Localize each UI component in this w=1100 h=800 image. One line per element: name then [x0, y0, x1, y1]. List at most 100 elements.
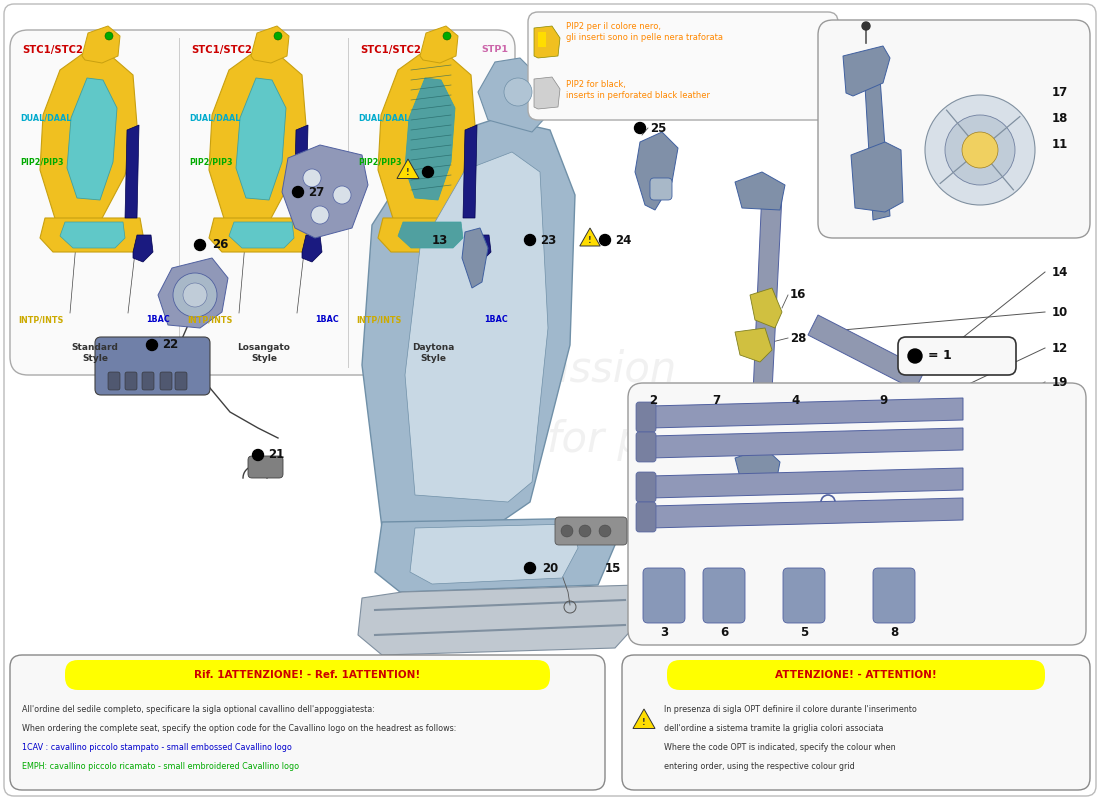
- Text: 2: 2: [649, 394, 657, 407]
- Text: All'ordine del sedile completo, specificare la sigla optional cavallino dell'app: All'ordine del sedile completo, specific…: [22, 705, 375, 714]
- Polygon shape: [650, 398, 962, 428]
- Text: entering order, using the respective colour grid: entering order, using the respective col…: [664, 762, 855, 771]
- Text: = 1: = 1: [928, 350, 952, 362]
- Polygon shape: [410, 524, 578, 584]
- Circle shape: [600, 525, 610, 537]
- FancyBboxPatch shape: [125, 372, 138, 390]
- Text: Daytona
Style: Daytona Style: [411, 343, 454, 363]
- FancyBboxPatch shape: [644, 568, 685, 623]
- Text: 11: 11: [1052, 138, 1068, 151]
- Polygon shape: [463, 125, 477, 218]
- Circle shape: [302, 169, 321, 187]
- Polygon shape: [40, 218, 143, 252]
- FancyBboxPatch shape: [703, 568, 745, 623]
- Text: 4: 4: [792, 394, 800, 407]
- Text: 7: 7: [712, 394, 720, 407]
- Polygon shape: [843, 46, 890, 96]
- Polygon shape: [580, 228, 601, 246]
- Text: INTP/INTS: INTP/INTS: [356, 315, 402, 325]
- Polygon shape: [750, 190, 782, 470]
- Text: !: !: [642, 718, 646, 727]
- Text: dell'ordine a sistema tramite la griglia colori associata: dell'ordine a sistema tramite la griglia…: [664, 724, 883, 733]
- Text: 24: 24: [615, 234, 631, 246]
- Text: PIP2 per il colore nero,
gli inserti sono in pelle nera traforata: PIP2 per il colore nero, gli inserti son…: [566, 22, 723, 42]
- Polygon shape: [632, 709, 654, 729]
- Circle shape: [422, 166, 433, 178]
- FancyBboxPatch shape: [528, 12, 838, 120]
- FancyBboxPatch shape: [108, 372, 120, 390]
- Text: 1BAC: 1BAC: [146, 315, 170, 325]
- Text: Standard
Style: Standard Style: [72, 343, 119, 363]
- Polygon shape: [635, 132, 678, 210]
- FancyBboxPatch shape: [636, 472, 656, 502]
- Text: 1BAC: 1BAC: [484, 315, 508, 325]
- Polygon shape: [735, 448, 780, 488]
- Polygon shape: [397, 159, 419, 178]
- Text: 10: 10: [1052, 306, 1068, 318]
- Polygon shape: [251, 26, 289, 63]
- Circle shape: [195, 239, 206, 250]
- FancyBboxPatch shape: [248, 456, 283, 478]
- Text: 6: 6: [719, 626, 728, 639]
- Text: passion for parts: passion for parts: [375, 419, 725, 461]
- Text: 21: 21: [268, 449, 284, 462]
- Text: 17: 17: [1052, 86, 1068, 98]
- Text: 9: 9: [879, 394, 887, 407]
- Text: PIP2/PIP3: PIP2/PIP3: [358, 158, 402, 166]
- Text: 26: 26: [212, 238, 229, 251]
- Text: 20: 20: [542, 562, 558, 574]
- FancyBboxPatch shape: [10, 30, 515, 375]
- Polygon shape: [534, 77, 560, 109]
- Polygon shape: [229, 222, 294, 248]
- Polygon shape: [851, 142, 903, 212]
- Text: 18: 18: [1052, 111, 1068, 125]
- Text: INTP/INTS: INTP/INTS: [18, 315, 64, 325]
- Circle shape: [561, 525, 573, 537]
- FancyBboxPatch shape: [628, 383, 1086, 645]
- Polygon shape: [40, 52, 138, 228]
- Circle shape: [173, 273, 217, 317]
- Polygon shape: [378, 52, 475, 228]
- FancyBboxPatch shape: [160, 372, 172, 390]
- Polygon shape: [471, 235, 491, 262]
- Polygon shape: [358, 585, 645, 655]
- Text: 14: 14: [1052, 266, 1068, 278]
- Text: 22: 22: [162, 338, 178, 351]
- Text: 15: 15: [605, 562, 621, 574]
- Circle shape: [333, 186, 351, 204]
- FancyBboxPatch shape: [95, 337, 210, 395]
- Circle shape: [311, 206, 329, 224]
- Circle shape: [443, 32, 451, 40]
- Polygon shape: [534, 26, 560, 58]
- Polygon shape: [462, 228, 488, 288]
- FancyBboxPatch shape: [667, 660, 1045, 690]
- Polygon shape: [398, 222, 463, 248]
- Polygon shape: [60, 222, 125, 248]
- Circle shape: [908, 349, 922, 363]
- FancyBboxPatch shape: [873, 568, 915, 623]
- Text: 1BAC: 1BAC: [316, 315, 339, 325]
- Circle shape: [525, 234, 536, 246]
- FancyBboxPatch shape: [818, 20, 1090, 238]
- Circle shape: [293, 186, 304, 198]
- Polygon shape: [378, 218, 481, 252]
- Text: 5: 5: [800, 626, 808, 639]
- Text: Where the code OPT is indicated, specify the colour when: Where the code OPT is indicated, specify…: [664, 743, 895, 752]
- FancyBboxPatch shape: [636, 502, 656, 532]
- Circle shape: [600, 234, 610, 246]
- Polygon shape: [808, 315, 925, 390]
- Text: STC1/STC2: STC1/STC2: [22, 45, 82, 55]
- Text: 13: 13: [432, 234, 449, 246]
- Circle shape: [104, 32, 113, 40]
- Text: EMPH: cavallino piccolo ricamato - small embroidered Cavallino logo: EMPH: cavallino piccolo ricamato - small…: [22, 762, 299, 771]
- Text: PIP2 for black,
inserts in perforated black leather: PIP2 for black, inserts in perforated bl…: [566, 80, 710, 100]
- FancyBboxPatch shape: [10, 655, 605, 790]
- Polygon shape: [864, 50, 890, 220]
- Text: DUAL/DAAL: DUAL/DAAL: [20, 114, 72, 122]
- Text: Losangato
Style: Losangato Style: [238, 343, 290, 363]
- FancyBboxPatch shape: [621, 655, 1090, 790]
- Text: ATTENZIONE! - ATTENTION!: ATTENZIONE! - ATTENTION!: [776, 670, 937, 680]
- Text: !: !: [406, 168, 410, 177]
- Polygon shape: [133, 235, 153, 262]
- Circle shape: [962, 132, 998, 168]
